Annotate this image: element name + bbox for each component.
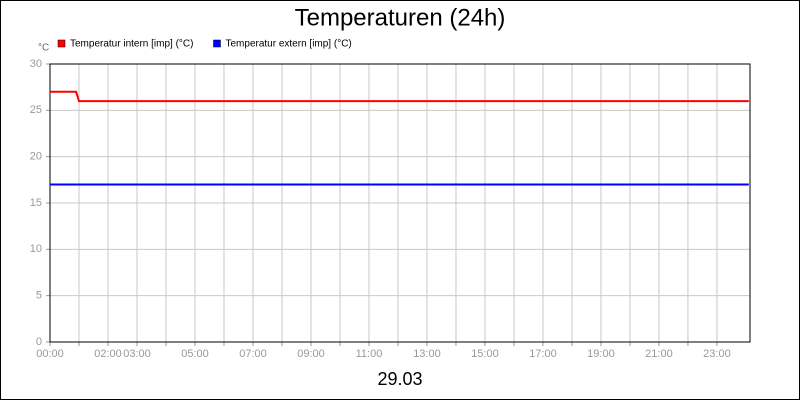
y-unit: °C — [38, 43, 49, 54]
x-tick-label: 19:00 — [587, 348, 615, 360]
plot-frame — [49, 63, 751, 343]
y-tick-label: 15 — [30, 197, 42, 209]
x-axis-label: 29.03 — [377, 369, 422, 389]
x-tick-label: 23:00 — [703, 348, 731, 360]
chart-title: Temperaturen (24h) — [295, 4, 506, 31]
x-tick-label: 15:00 — [471, 348, 499, 360]
x-tick-label: 17:00 — [529, 348, 557, 360]
x-tick-label: 09:00 — [297, 348, 325, 360]
y-tick-label: 5 — [36, 290, 42, 302]
series-line — [50, 90, 749, 103]
y-tick-label: 0 — [36, 336, 42, 348]
x-tick-label: 07:00 — [239, 348, 267, 360]
y-tick-label: 10 — [30, 243, 42, 255]
x-tick-label: 03:00 — [123, 348, 151, 360]
legend-label: Temperatur extern [imp] (°C) — [225, 39, 351, 50]
x-tick-label: 00:00 — [36, 348, 64, 360]
y-tick-label: 25 — [30, 104, 42, 116]
x-tick-label: 13:00 — [413, 348, 441, 360]
y-tick-label: 20 — [30, 151, 42, 163]
x-tick-label: 11:00 — [356, 348, 383, 360]
legend-label: Temperatur intern [imp] (°C) — [70, 39, 193, 50]
x-tick-label: 02:00 — [94, 348, 122, 360]
legend-swatch — [57, 39, 66, 48]
x-tick-label: 05:00 — [181, 348, 209, 360]
legend-swatch — [213, 39, 221, 48]
y-tick-label: 30 — [30, 58, 42, 70]
x-tick-label: 21:00 — [645, 348, 673, 360]
